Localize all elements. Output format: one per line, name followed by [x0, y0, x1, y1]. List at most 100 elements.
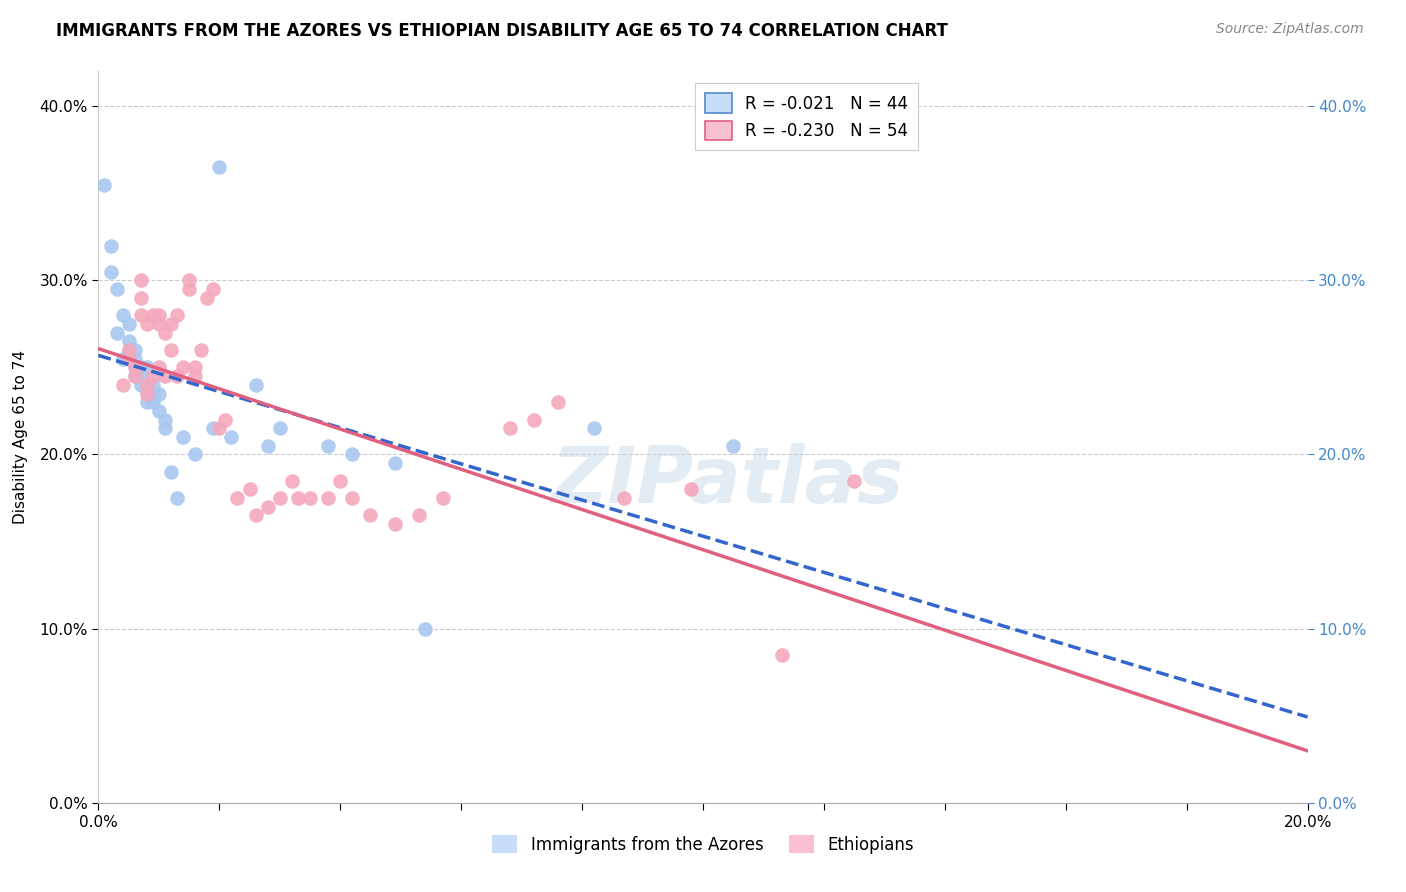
Point: [124, 343, 146, 357]
Point: [124, 360, 146, 375]
Point: [384, 517, 406, 532]
Point: [179, 282, 201, 296]
Point: [129, 273, 152, 287]
Point: [679, 483, 702, 497]
Point: [129, 291, 152, 305]
Point: [245, 508, 267, 523]
Point: [148, 360, 170, 375]
Text: ZIPatlas: ZIPatlas: [551, 443, 903, 519]
Point: [172, 430, 194, 444]
Point: [208, 421, 231, 435]
Point: [316, 439, 339, 453]
Point: [245, 377, 267, 392]
Point: [153, 369, 176, 384]
Point: [547, 395, 569, 409]
Point: [118, 343, 141, 357]
Point: [118, 343, 141, 357]
Y-axis label: Disability Age 65 to 74: Disability Age 65 to 74: [14, 350, 28, 524]
Point: [179, 273, 201, 287]
Point: [124, 369, 146, 384]
Point: [195, 291, 218, 305]
Point: [172, 360, 194, 375]
Point: [153, 421, 176, 435]
Point: [129, 360, 152, 375]
Point: [111, 377, 134, 392]
Point: [124, 369, 146, 384]
Point: [135, 386, 157, 401]
Point: [844, 474, 866, 488]
Point: [142, 395, 165, 409]
Point: [360, 508, 382, 523]
Point: [316, 491, 339, 505]
Point: [226, 491, 249, 505]
Point: [770, 648, 793, 662]
Point: [124, 351, 146, 366]
Point: [142, 377, 165, 392]
Point: [613, 491, 636, 505]
Point: [208, 160, 231, 174]
Point: [256, 500, 278, 514]
Point: [723, 439, 745, 453]
Point: [384, 456, 406, 470]
Point: [153, 326, 176, 340]
Point: [413, 622, 436, 636]
Point: [129, 369, 152, 384]
Point: [269, 421, 291, 435]
Point: [408, 508, 430, 523]
Point: [142, 369, 165, 384]
Point: [498, 421, 520, 435]
Point: [111, 308, 134, 322]
Point: [105, 282, 128, 296]
Point: [135, 377, 157, 392]
Point: [148, 386, 170, 401]
Point: [166, 369, 188, 384]
Point: [256, 439, 278, 453]
Point: [160, 317, 183, 331]
Point: [93, 178, 115, 192]
Point: [329, 474, 352, 488]
Point: [202, 421, 225, 435]
Point: [221, 430, 243, 444]
Point: [105, 326, 128, 340]
Point: [148, 308, 170, 322]
Point: [142, 386, 165, 401]
Point: [148, 404, 170, 418]
Point: [184, 369, 207, 384]
Point: [135, 317, 157, 331]
Point: [135, 386, 157, 401]
Point: [111, 351, 134, 366]
Point: [160, 343, 183, 357]
Point: [166, 491, 188, 505]
Point: [135, 395, 157, 409]
Point: [124, 360, 146, 375]
Point: [281, 474, 304, 488]
Point: [142, 308, 165, 322]
Point: [129, 308, 152, 322]
Point: [269, 491, 291, 505]
Point: [100, 238, 122, 252]
Point: [342, 491, 364, 505]
Point: [523, 412, 546, 426]
Point: [239, 483, 262, 497]
Point: [153, 412, 176, 426]
Point: [135, 360, 157, 375]
Point: [166, 308, 188, 322]
Point: [184, 448, 207, 462]
Point: [129, 377, 152, 392]
Point: [299, 491, 322, 505]
Point: [287, 491, 309, 505]
Text: IMMIGRANTS FROM THE AZORES VS ETHIOPIAN DISABILITY AGE 65 TO 74 CORRELATION CHAR: IMMIGRANTS FROM THE AZORES VS ETHIOPIAN …: [56, 22, 948, 40]
Legend: Immigrants from the Azores, Ethiopians: Immigrants from the Azores, Ethiopians: [486, 829, 920, 860]
Point: [118, 334, 141, 349]
Point: [202, 282, 225, 296]
Text: Source: ZipAtlas.com: Source: ZipAtlas.com: [1216, 22, 1364, 37]
Point: [432, 491, 454, 505]
Point: [160, 465, 183, 479]
Point: [118, 317, 141, 331]
Point: [214, 412, 236, 426]
Point: [100, 265, 122, 279]
Point: [118, 351, 141, 366]
Point: [148, 317, 170, 331]
Point: [583, 421, 606, 435]
Point: [184, 360, 207, 375]
